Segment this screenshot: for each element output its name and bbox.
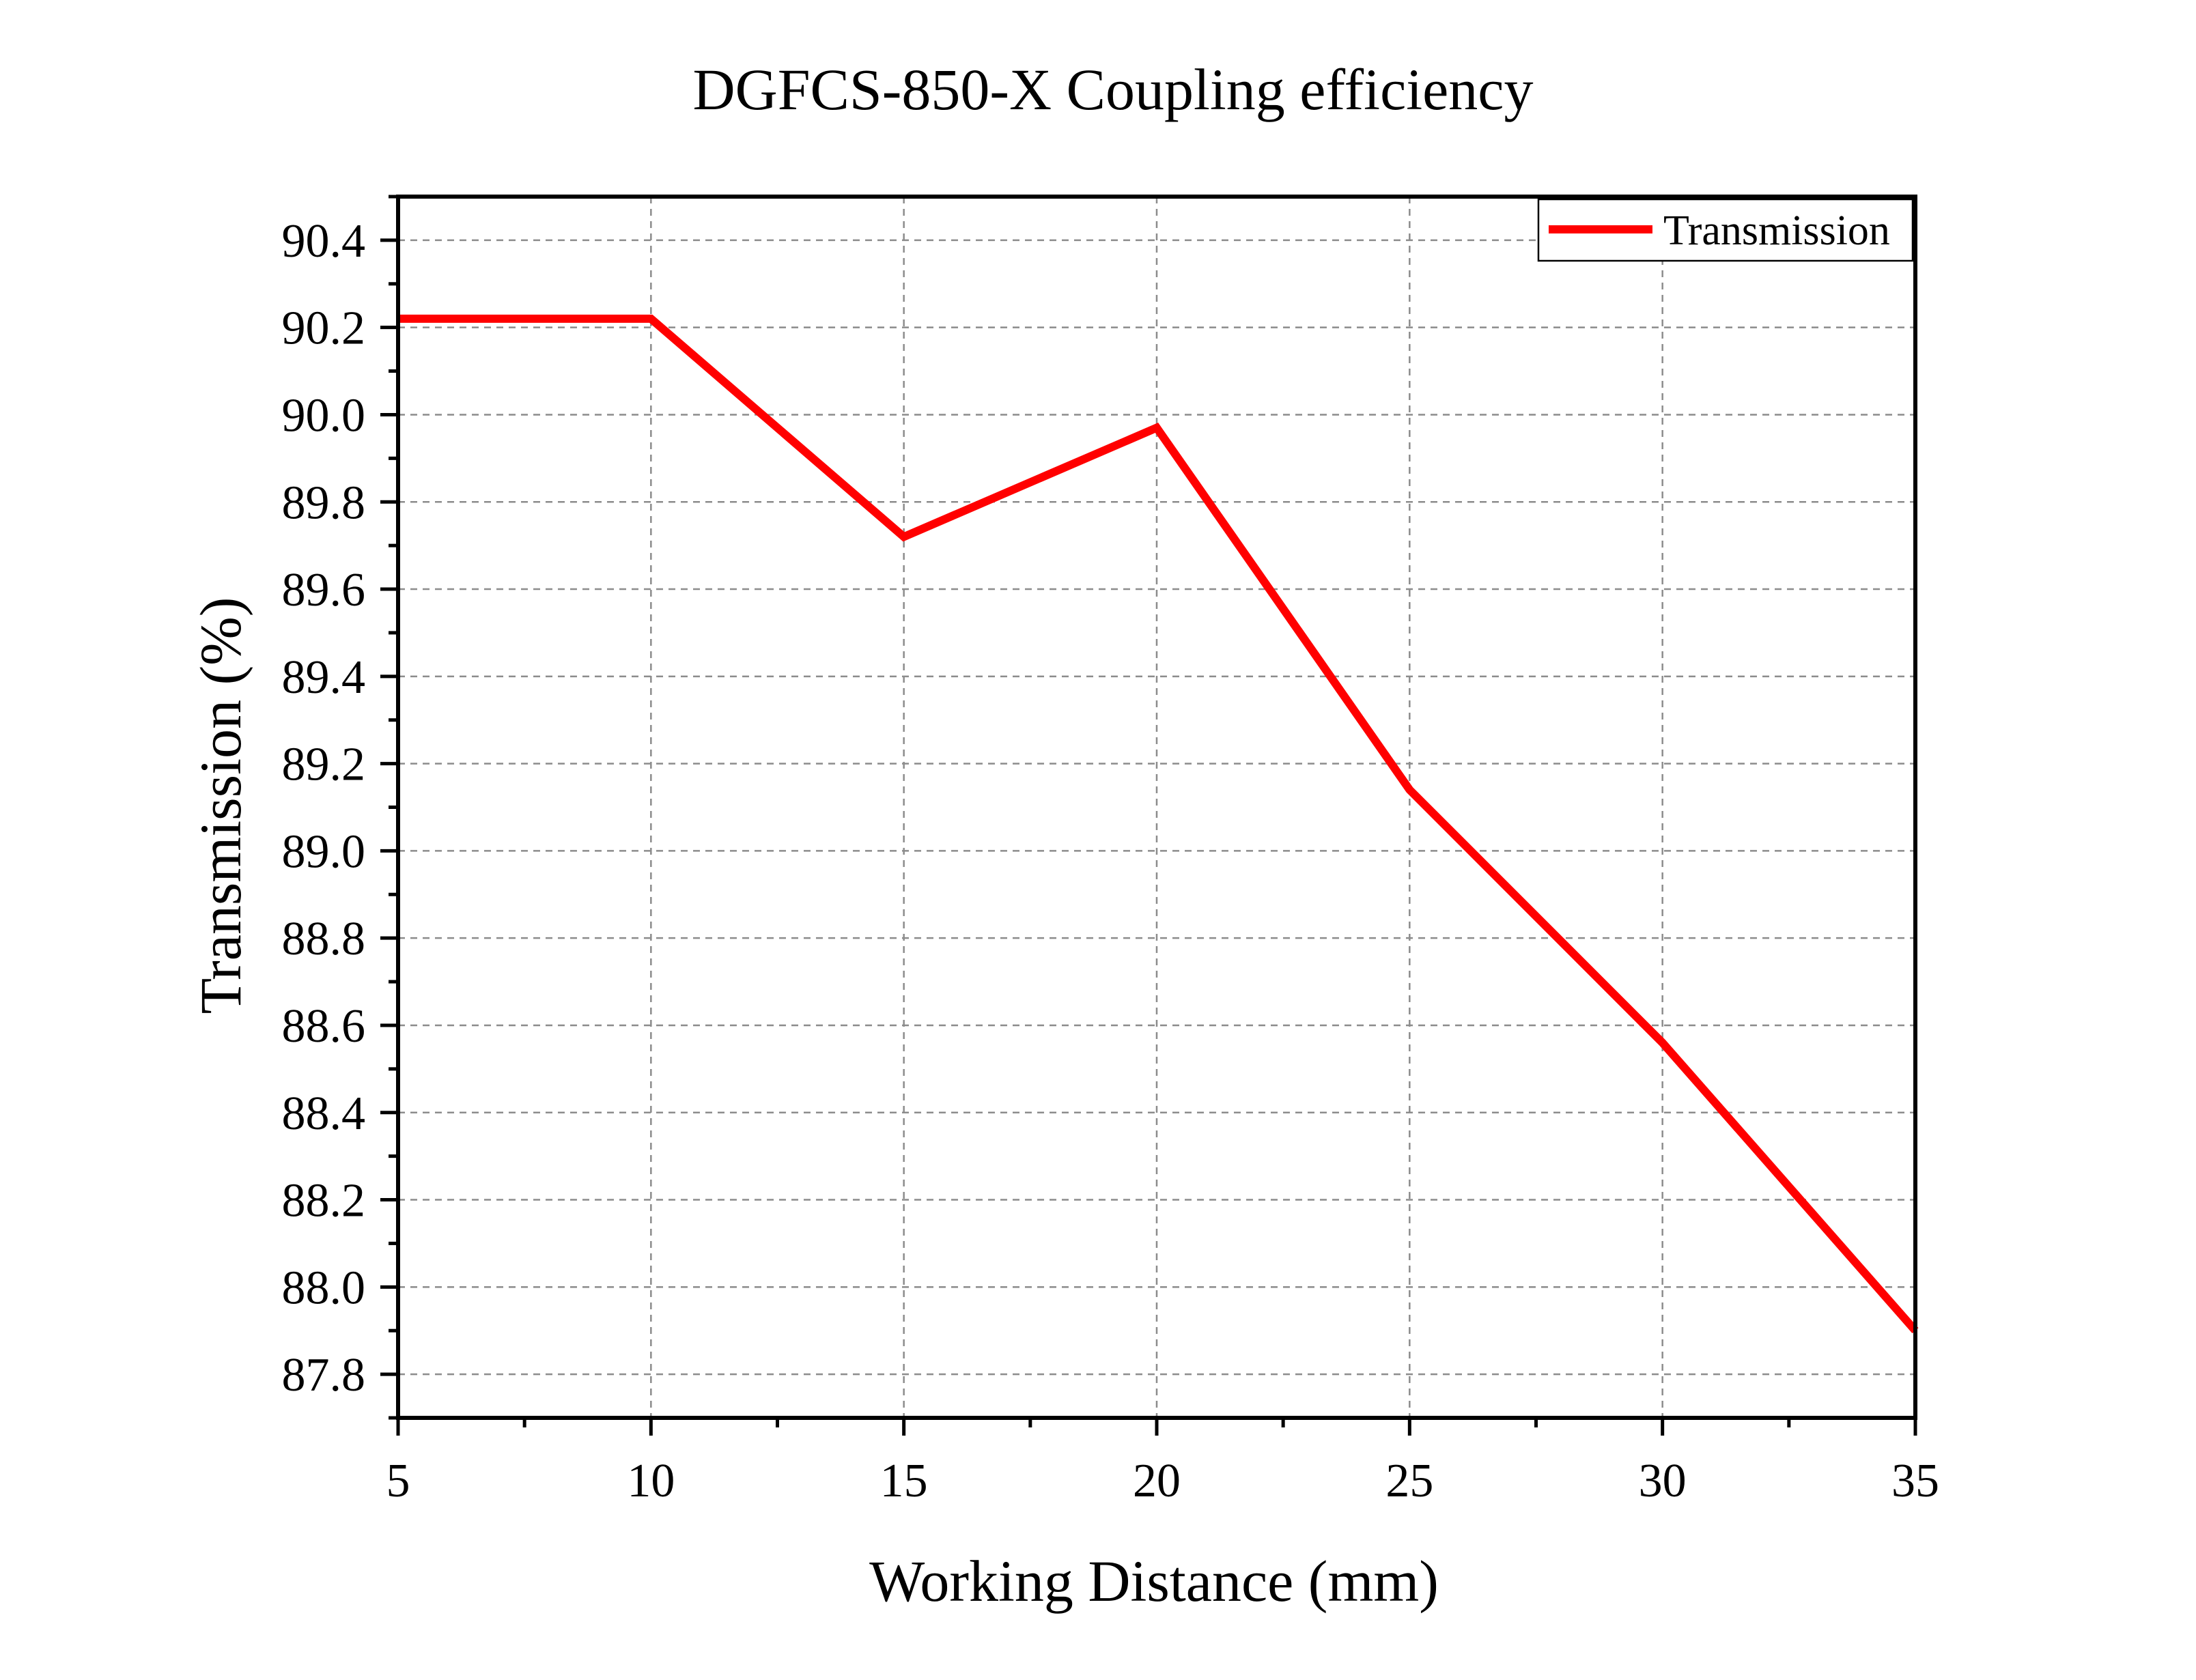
x-tick-label: 20: [1133, 1455, 1181, 1507]
x-tick-label: 25: [1385, 1455, 1433, 1507]
x-tick-label: 5: [386, 1455, 410, 1507]
y-tick-label: 90.4: [282, 215, 366, 268]
x-tick-label: 15: [880, 1455, 928, 1507]
y-tick-label: 88.8: [282, 913, 366, 965]
axis-ticks: [380, 195, 1917, 1436]
y-tick-label: 88.6: [282, 1000, 366, 1053]
series-layer: [398, 314, 1919, 1334]
y-tick-label: 87.8: [282, 1349, 366, 1401]
y-tick-label: 90.2: [282, 302, 366, 355]
y-tick-label: 89.2: [282, 739, 366, 791]
y-tick-label: 89.0: [282, 825, 366, 878]
x-tick-label: 10: [627, 1455, 675, 1507]
y-tick-label: 89.8: [282, 476, 366, 529]
chart-title: DGFCS-850-X Coupling efficiency: [693, 57, 1534, 122]
grid-lines: [398, 197, 1915, 1418]
y-tick-label: 88.4: [282, 1087, 366, 1140]
y-tick-label: 90.0: [282, 389, 366, 442]
x-tick-label: 30: [1639, 1455, 1687, 1507]
x-tick-label: 35: [1891, 1455, 1939, 1507]
x-axis-label: Working Distance (mm): [869, 1548, 1439, 1614]
x-axis-tick-labels: 5 10 15 20 25 30 35: [386, 1455, 1940, 1507]
legend: Transmission: [1537, 198, 1914, 262]
y-tick-label: 88.0: [282, 1262, 366, 1314]
series-line-transmission: [398, 314, 1919, 1334]
y-axis-label: Transmission (%): [188, 597, 253, 1014]
y-tick-label: 88.2: [282, 1175, 366, 1227]
y-tick-label: 89.4: [282, 651, 366, 704]
legend-label-transmission: Transmission: [1663, 208, 1890, 254]
y-axis-tick-labels: 87.8 88.0 88.2 88.4 88.6 88.8 89.0 89.2 89.4 89.6…: [282, 215, 366, 1401]
y-tick-label: 89.6: [282, 564, 366, 616]
